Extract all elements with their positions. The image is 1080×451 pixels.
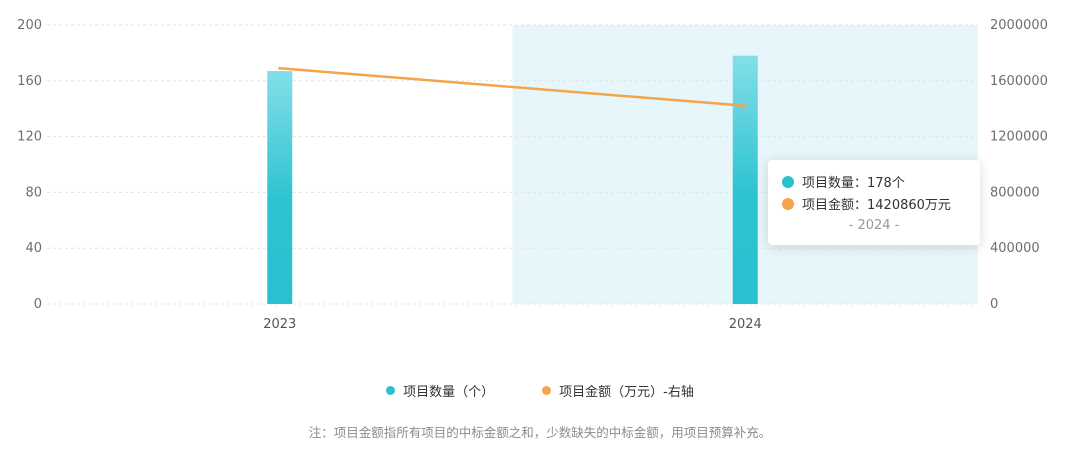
chart-tooltip: 项目数量：178个 项目金额：1420860万元 - 2024 - [768, 160, 980, 245]
tooltip-count-text: 项目数量：178个 [802, 176, 905, 191]
amount-point-2023 [278, 66, 282, 70]
right-axis-tick-label: 1200000 [990, 130, 1048, 145]
left-axis-tick-label: 160 [17, 74, 42, 89]
right-axis-tick-label: 0 [990, 297, 998, 312]
tooltip-category: - 2024 - [848, 218, 900, 233]
left-axis-tick-label: 120 [17, 130, 42, 145]
chart-legend: 项目数量（个） 项目金额（万元）-右轴 [0, 381, 1080, 400]
legend-item-count[interactable]: 项目数量（个） [386, 381, 494, 400]
legend-item-amount[interactable]: 项目金额（万元）-右轴 [542, 381, 694, 400]
tooltip-amount-text: 项目金额：1420860万元 [802, 198, 951, 213]
tooltip-amount-row: 项目金额：1420860万元 [782, 194, 951, 213]
x-axis-tick-label: 2023 [263, 317, 296, 332]
left-axis-tick-label: 200 [17, 18, 42, 33]
tooltip-count-dot [782, 175, 794, 188]
left-axis-tick-label: 40 [25, 241, 42, 256]
bar-2024 [732, 55, 758, 304]
legend-count-dot [386, 386, 396, 395]
left-axis-tick-label: 80 [25, 185, 42, 200]
footnote: 注：项目金额指所有项目的中标金额之和，少数缺失的中标金额，用项目预算补充。 [308, 425, 772, 440]
x-axis-tick-label: 2024 [729, 317, 762, 332]
legend-amount-dot [542, 386, 552, 395]
tooltip-amount-dot [782, 197, 794, 210]
right-axis-tick-label: 800000 [990, 185, 1040, 200]
bar-2023 [267, 71, 293, 304]
right-axis-tick-label: 2000000 [990, 18, 1048, 33]
right-axis-tick-label: 1600000 [990, 74, 1048, 89]
right-axis-tick-label: 400000 [990, 241, 1040, 256]
legend-amount-label: 项目金额（万元）-右轴 [559, 385, 694, 400]
left-axis-tick-label: 0 [34, 297, 42, 312]
amount-line [278, 66, 747, 108]
tooltip-count-row: 项目数量：178个 [782, 172, 905, 191]
amount-point-2024 [743, 104, 747, 108]
legend-count-label: 项目数量（个） [403, 385, 495, 400]
